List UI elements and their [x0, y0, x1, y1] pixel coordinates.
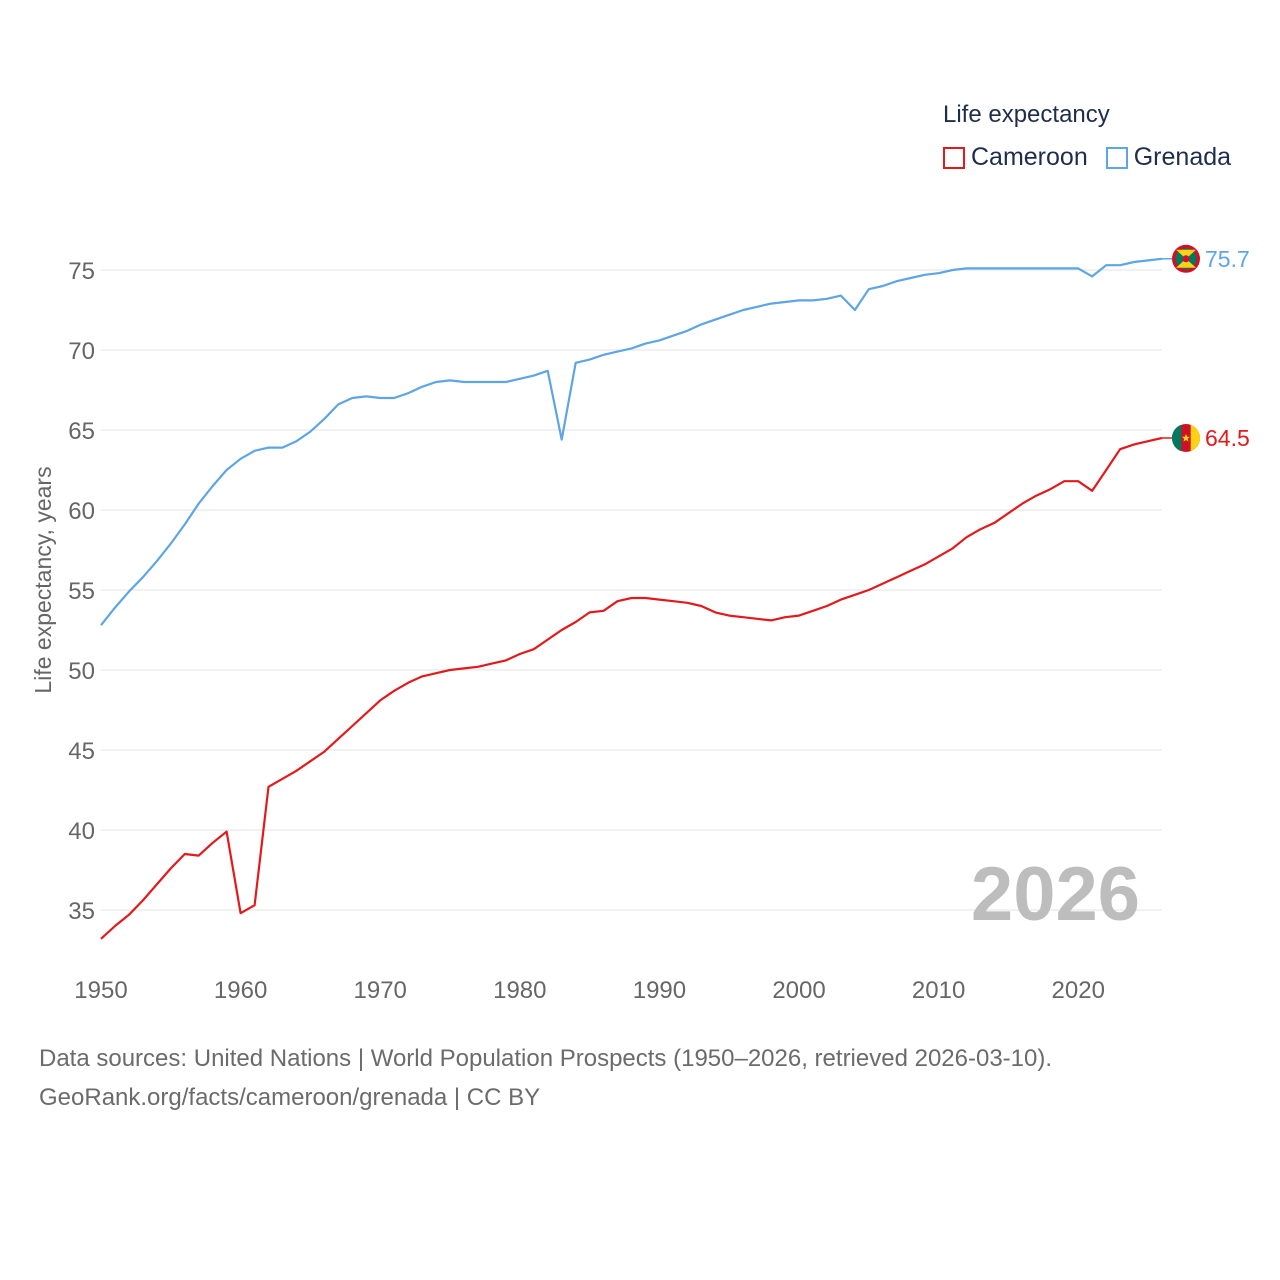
x-tick-label: 1980 [493, 977, 546, 1004]
x-tick-label: 2020 [1052, 977, 1105, 1004]
y-tick-label: 40 [68, 818, 95, 845]
y-axis-title: Life expectancy, years [30, 466, 56, 693]
legend-item-grenada[interactable]: Grenada [1105, 143, 1232, 172]
cameroon-flag [1171, 424, 1201, 452]
x-tick-label: 2000 [772, 977, 825, 1004]
y-tick-label: 75 [68, 258, 95, 285]
series-line-grenada [100, 257, 1163, 626]
end-value-label-cameroon: 64.5 [1205, 425, 1250, 451]
x-tick-label: 2010 [912, 977, 965, 1004]
x-tick-label: 1950 [74, 977, 127, 1004]
y-tick-label: 50 [68, 658, 95, 685]
footer-sources: Data sources: United Nations | World Pop… [39, 1045, 1053, 1072]
legend-title: Life expectancy [943, 101, 1110, 128]
legend: Cameroon Grenada [943, 143, 1249, 172]
y-tick-label: 35 [68, 898, 95, 925]
legend-item-cameroon[interactable]: Cameroon [943, 143, 1088, 172]
grenada-flag [1172, 244, 1200, 273]
y-tick-label: 70 [68, 338, 95, 365]
legend-swatch-grenada [1105, 146, 1128, 169]
y-tick-label: 60 [68, 498, 95, 525]
x-tick-label: 1970 [354, 977, 407, 1004]
legend-label-cameroon: Cameroon [971, 143, 1088, 171]
y-tick-label: 55 [68, 578, 95, 605]
y-tick-label: 45 [68, 738, 95, 765]
footer-credit[interactable]: GeoRank.org/facts/cameroon/grenada | CC … [39, 1084, 541, 1111]
series-line-cameroon [100, 436, 1163, 940]
x-tick-label: 1990 [633, 977, 686, 1004]
end-value-label-grenada: 75.7 [1205, 246, 1250, 272]
legend-label-grenada: Grenada [1133, 143, 1232, 171]
year-overlay: 2026 [971, 852, 1140, 937]
x-tick-label: 1960 [214, 977, 267, 1004]
y-tick-label: 65 [68, 418, 95, 445]
legend-swatch-cameroon [943, 146, 965, 169]
line-chart: 35 40 45 50 55 60 65 70 75 1950 1960 1970 1980 1990 20… [30, 244, 1250, 1004]
